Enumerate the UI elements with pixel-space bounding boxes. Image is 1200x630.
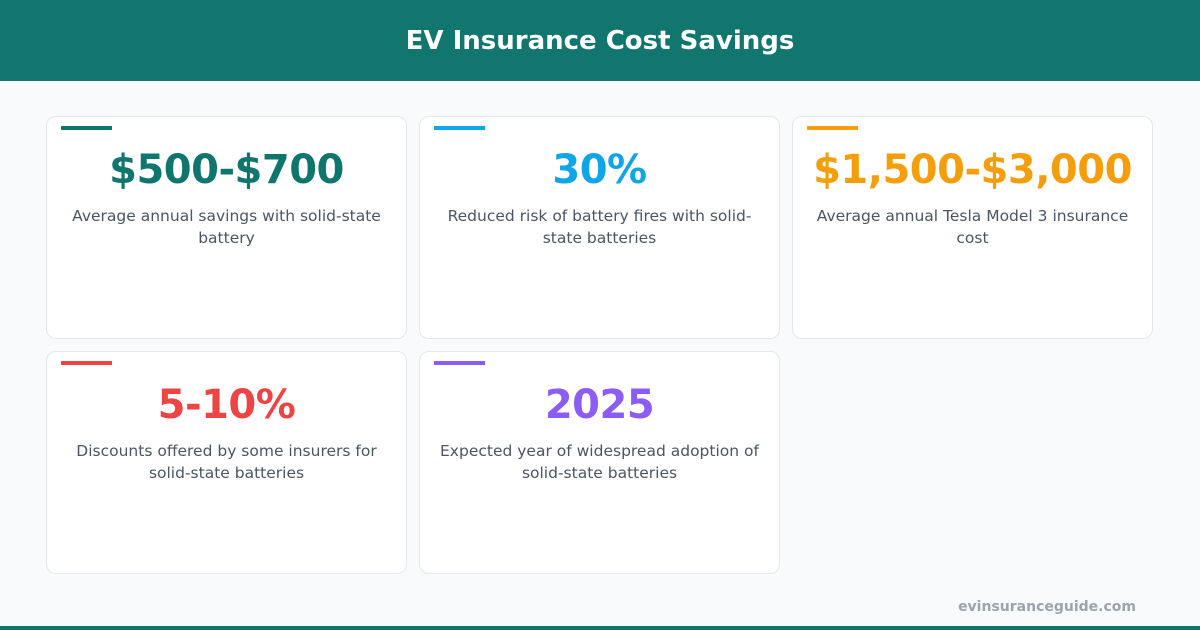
stat-card: $1,500-$3,000 Average annual Tesla Model … xyxy=(792,116,1153,339)
card-accent xyxy=(61,361,112,365)
stat-card: 30% Reduced risk of battery fires with so… xyxy=(419,116,780,339)
stat-value: $500-$700 xyxy=(109,147,344,193)
stat-label: Expected year of widespread adoption of … xyxy=(440,442,759,482)
stat-value: 30% xyxy=(552,147,647,193)
stat-label: Average annual savings with solid-state … xyxy=(72,207,381,247)
card-accent xyxy=(61,126,112,130)
stat-card: 5-10% Discounts offered by some insurers … xyxy=(46,351,407,574)
card-accent xyxy=(807,126,858,130)
stat-label: Average annual Tesla Model 3 insurance c… xyxy=(816,207,1129,247)
stat-value: $1,500-$3,000 xyxy=(813,147,1132,193)
stat-value: 2025 xyxy=(544,382,655,428)
header-title: EV Insurance Cost Savings xyxy=(0,0,1200,81)
stat-value: 5-10% xyxy=(157,382,296,428)
card-accent xyxy=(434,361,485,365)
stat-label: Reduced risk of battery fires with solid… xyxy=(447,207,752,247)
footer-source: evinsuranceguide.com xyxy=(958,599,1136,615)
stat-label: Discounts offered by some insurers for s… xyxy=(76,442,377,482)
card-accent xyxy=(434,126,485,130)
bottom-rule xyxy=(0,626,1200,630)
stat-card: 2025 Expected year of widespread adoption… xyxy=(419,351,780,574)
stat-card: $500-$700 Average annual savings with sol… xyxy=(46,116,407,339)
